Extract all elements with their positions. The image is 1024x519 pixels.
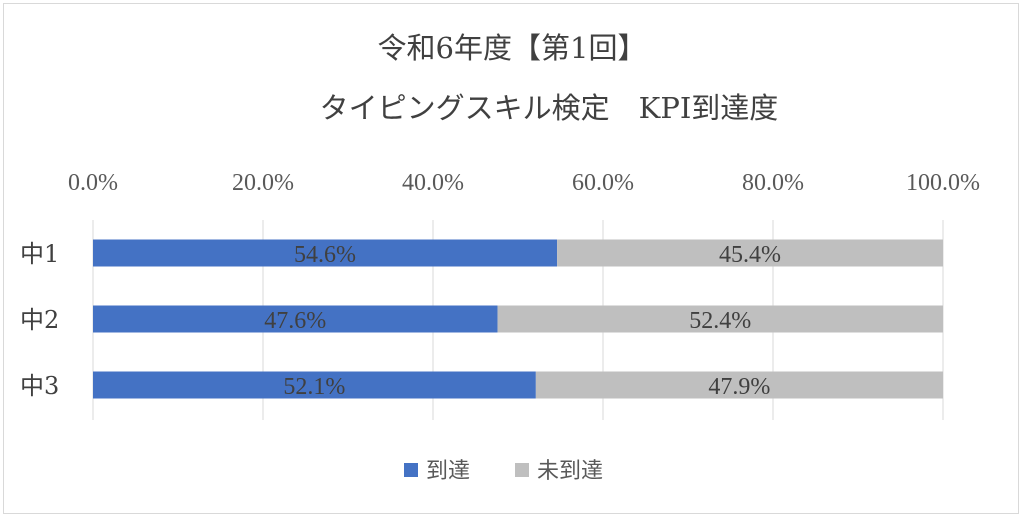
data-label: 54.6%	[294, 242, 356, 268]
data-label: 45.4%	[719, 242, 781, 268]
x-tick-label: 20.0%	[232, 170, 294, 196]
bar-segment	[497, 305, 943, 333]
x-axis-ticks: 0.0% 20.0% 40.0% 60.0% 80.0% 100.0%	[68, 170, 980, 196]
bar-segment	[93, 239, 558, 267]
x-tick-label: 60.0%	[572, 170, 634, 196]
category-label: 中3	[20, 372, 59, 400]
data-label: 52.1%	[283, 374, 345, 400]
category-labels: 中1 中2 中3	[20, 240, 59, 400]
data-label: 47.9%	[708, 374, 770, 400]
bar-segment	[557, 239, 943, 267]
x-tick-label: 40.0%	[402, 170, 464, 196]
x-tick-label: 100.0%	[906, 170, 980, 196]
legend-label: 到達	[426, 459, 470, 484]
bar-segment	[93, 305, 498, 333]
x-tick-label: 80.0%	[742, 170, 804, 196]
chart-subtitle: タイピングスキル検定 KPI到達度	[320, 91, 779, 125]
x-tick-label: 0.0%	[68, 170, 118, 196]
category-label: 中1	[20, 240, 59, 268]
data-label: 52.4%	[689, 308, 751, 334]
legend: 到達 未到達	[404, 459, 603, 484]
bars: 54.6% 45.4% 47.6% 52.4% 52.1% 47.9%	[93, 239, 943, 400]
bar-segment	[93, 371, 536, 399]
legend-label: 未到達	[537, 459, 603, 484]
legend-swatch	[515, 463, 529, 477]
chart-title: 令和6年度【第1回】	[378, 31, 647, 65]
bar-segment	[535, 371, 943, 399]
legend-swatch	[404, 463, 418, 477]
data-label: 47.6%	[264, 308, 326, 334]
category-label: 中2	[20, 306, 59, 334]
